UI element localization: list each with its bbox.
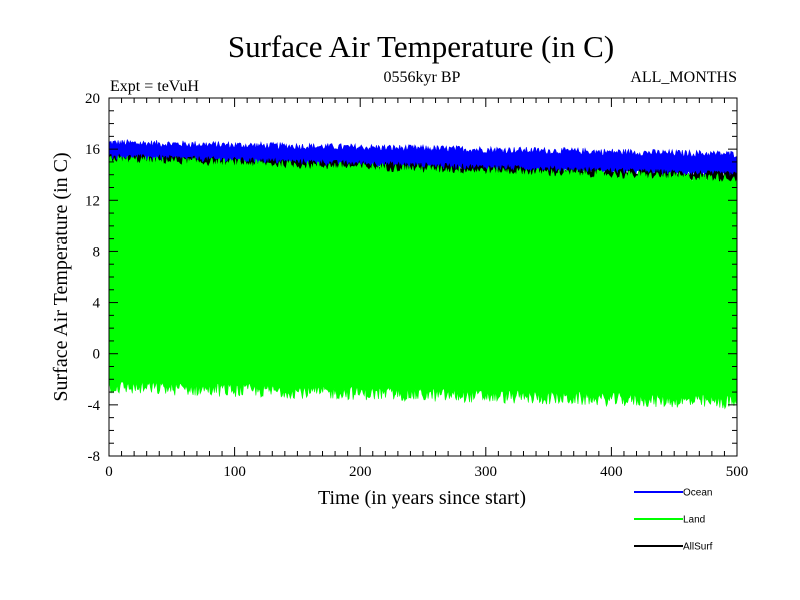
x-tick-label: 300 <box>475 464 498 480</box>
chart-title: Surface Air Temperature (in C) <box>228 29 614 64</box>
y-tick-label: 0 <box>93 347 101 363</box>
legend-label-allsurf: AllSurf <box>683 542 713 553</box>
series-land <box>109 155 737 410</box>
x-tick-label: 100 <box>223 464 246 480</box>
y-tick-label: 4 <box>93 296 101 312</box>
x-tick-label: 200 <box>349 464 372 480</box>
y-tick-label: 8 <box>93 244 101 260</box>
legend-label-land: Land <box>683 515 705 526</box>
y-axis-label: Surface Air Temperature (in C) <box>50 152 72 401</box>
x-tick-label: 0 <box>105 464 113 480</box>
months-label: ALL_MONTHS <box>630 69 737 86</box>
experiment-label: Expt = teVuH <box>110 78 199 95</box>
x-tick-label: 400 <box>600 464 623 480</box>
y-tick-label: 12 <box>85 193 100 209</box>
y-tick-label: -4 <box>88 398 101 414</box>
x-tick-label: 500 <box>726 464 749 480</box>
y-tick-label: 16 <box>85 142 101 158</box>
period-label: 0556kyr BP <box>384 69 461 86</box>
legend: Ocean Land AllSurf <box>634 488 713 553</box>
x-axis-label: Time (in years since start) <box>318 487 526 509</box>
y-tick-label: -8 <box>88 449 101 465</box>
y-tick-label: 20 <box>85 91 100 107</box>
legend-label-ocean: Ocean <box>683 488 712 499</box>
series-group <box>109 139 737 410</box>
